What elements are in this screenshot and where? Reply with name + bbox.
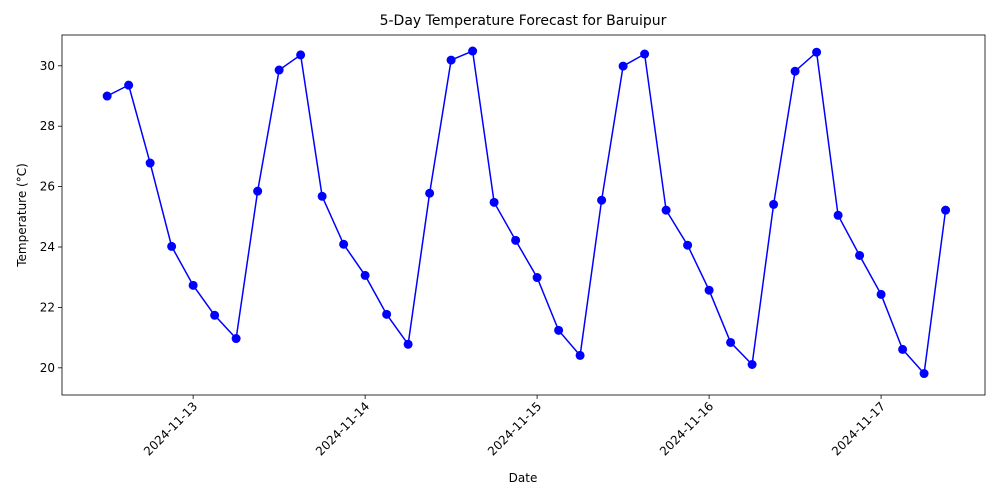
point xyxy=(618,61,628,71)
point xyxy=(231,334,241,344)
point xyxy=(124,80,134,90)
point xyxy=(382,309,392,319)
point xyxy=(102,91,112,101)
point xyxy=(532,273,542,283)
point xyxy=(339,239,349,249)
y-tick-label: 26 xyxy=(40,180,55,194)
point xyxy=(210,310,220,320)
point xyxy=(468,46,478,56)
point xyxy=(575,350,585,360)
point xyxy=(769,199,779,209)
point xyxy=(683,240,693,250)
point xyxy=(296,50,306,60)
point xyxy=(812,47,822,57)
point xyxy=(876,289,886,299)
point xyxy=(253,186,263,196)
chart-title: 5-Day Temperature Forecast for Baruipur xyxy=(380,13,667,29)
point xyxy=(167,241,177,251)
point xyxy=(403,339,413,349)
point xyxy=(747,359,757,369)
x-axis-label: Date xyxy=(509,471,538,485)
point xyxy=(317,191,327,201)
point xyxy=(941,205,951,215)
y-axis-label: Temperature (°C) xyxy=(15,163,29,268)
point xyxy=(274,65,284,75)
point xyxy=(446,55,456,65)
point xyxy=(145,158,155,168)
point xyxy=(597,195,607,205)
x-tick-label: 2024-11-15 xyxy=(485,399,544,458)
point xyxy=(855,250,865,260)
line xyxy=(106,49,947,376)
y-tick-label: 20 xyxy=(40,361,55,375)
point xyxy=(554,325,564,335)
x-tick-label: 2024-11-13 xyxy=(141,399,200,458)
point xyxy=(704,285,714,295)
point xyxy=(898,344,908,354)
y-tick-label: 24 xyxy=(40,240,55,254)
y-tick-label: 28 xyxy=(40,119,55,133)
point xyxy=(640,49,650,59)
point xyxy=(726,337,736,347)
point xyxy=(919,369,929,379)
point xyxy=(425,188,435,198)
x-tick-label: 2024-11-17 xyxy=(829,399,888,458)
point xyxy=(661,205,671,215)
point xyxy=(188,280,198,290)
point xyxy=(511,235,521,245)
point xyxy=(489,197,499,207)
x-tick-label: 2024-11-14 xyxy=(313,399,372,458)
point xyxy=(833,210,843,220)
y-tick-label: 22 xyxy=(40,300,55,314)
plot-frame xyxy=(61,34,986,396)
x-tick-label: 2024-11-16 xyxy=(657,399,716,458)
point xyxy=(790,66,800,76)
point xyxy=(360,270,370,280)
y-tick-label: 30 xyxy=(40,59,55,73)
